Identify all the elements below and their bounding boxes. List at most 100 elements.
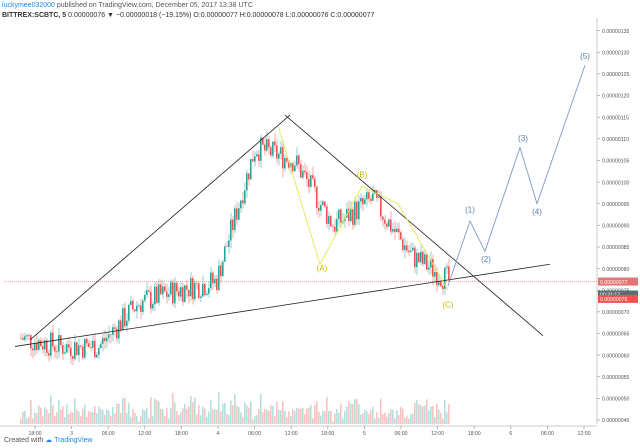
candle-body — [146, 290, 148, 295]
volume-bar — [54, 416, 56, 424]
x-tick-label: 12:00 — [578, 431, 591, 437]
candle-body — [246, 173, 248, 191]
symbol-info: BITTREX:SCBTC, 5 0.00000076 ▼ −0.0000001… — [2, 12, 374, 19]
volume-bar — [210, 400, 212, 424]
y-tick-label: 0.00000115 — [602, 115, 629, 121]
ascending-trendline — [29, 114, 291, 341]
candle-body — [30, 335, 32, 349]
volume-bar — [178, 415, 180, 424]
candle-body — [20, 337, 22, 339]
candle-body — [160, 284, 162, 295]
candle-body — [198, 283, 200, 299]
candle-body — [168, 294, 170, 297]
x-tick-label: 18:00 — [468, 431, 481, 437]
volume-bar — [140, 415, 142, 424]
volume-bar — [78, 411, 80, 424]
candle-body — [52, 332, 54, 347]
candle-body — [292, 163, 294, 172]
candle-body — [442, 286, 444, 289]
candle-body — [436, 271, 438, 286]
volume-bar — [332, 421, 334, 424]
candle-body — [268, 139, 270, 148]
publish-info: luckymee032000 published on TradingView.… — [2, 2, 253, 9]
volume-bar — [388, 413, 390, 424]
candle-body — [294, 165, 296, 172]
volume-bar — [98, 406, 100, 424]
volume-bar — [34, 412, 36, 424]
candle-body — [176, 282, 178, 292]
volume-bar — [92, 412, 94, 424]
candle-body — [304, 170, 306, 173]
volume-bar — [348, 401, 350, 424]
candle-body — [116, 328, 118, 339]
volume-bar — [422, 406, 424, 424]
candle-body — [298, 155, 300, 165]
volume-bar — [24, 411, 26, 424]
candle-body — [414, 247, 416, 268]
candle-body — [234, 208, 236, 230]
y-tick-label: 0.00000095 — [602, 202, 630, 208]
volume-bar — [156, 400, 158, 424]
volume-bar — [134, 412, 136, 424]
volume-bar — [272, 405, 274, 424]
candle-body — [320, 204, 322, 211]
candle-body — [68, 344, 70, 348]
volume-bar — [96, 413, 98, 424]
volume-bar — [330, 410, 332, 424]
volume-bar — [148, 418, 150, 424]
volume-bar — [312, 418, 314, 424]
tradingview-brand[interactable]: TradingView — [54, 437, 93, 444]
x-tick-label: 3 — [70, 431, 73, 437]
candle-body — [138, 305, 140, 307]
candle-body — [180, 287, 182, 297]
volume-bar — [404, 417, 406, 424]
volume-bar — [318, 411, 320, 424]
volume-bar — [190, 396, 192, 424]
candle-body — [210, 272, 212, 289]
volume-bar — [284, 410, 286, 424]
candle-body — [190, 278, 192, 297]
candle-body — [242, 200, 244, 204]
wave-label: (2) — [481, 255, 491, 264]
volume-bar — [434, 416, 436, 424]
candle-body — [444, 267, 446, 289]
candle-body — [332, 226, 334, 227]
volume-bar — [288, 411, 290, 424]
volume-bar — [396, 410, 398, 424]
volume-bar — [380, 398, 382, 424]
volume-bar — [154, 398, 156, 424]
candle-body — [254, 156, 256, 162]
candle-body — [380, 196, 382, 217]
volume-bar — [196, 414, 198, 424]
candle-body — [276, 145, 278, 159]
candle-body — [264, 144, 266, 151]
volume-bar — [206, 416, 208, 424]
volume-bar — [202, 406, 204, 424]
candle-body — [100, 343, 102, 349]
volume-bar — [44, 407, 46, 424]
volume-bar — [36, 413, 38, 424]
volume-bar — [360, 414, 362, 424]
candle-body — [390, 219, 392, 232]
candle-body — [354, 201, 356, 225]
volume-bar — [236, 405, 238, 424]
y-tick-label: 0.00000060 — [602, 353, 630, 359]
candle-body — [378, 196, 380, 198]
candle-body — [90, 347, 92, 348]
candle-body — [312, 175, 314, 179]
candle-body — [362, 197, 364, 205]
volume-bar — [346, 406, 348, 424]
volume-bar — [230, 400, 232, 424]
candle-body — [196, 282, 198, 284]
candle-body — [184, 285, 186, 302]
y-tick-label: 0.00000125 — [602, 72, 630, 78]
candle-body — [356, 201, 358, 220]
author-link[interactable]: luckymee032000 — [2, 2, 55, 9]
candle-body — [72, 356, 74, 359]
volume-bar — [158, 401, 160, 424]
candle-body — [346, 208, 348, 218]
volume-bar — [126, 413, 128, 424]
volume-bar — [382, 414, 384, 424]
volume-bar — [42, 416, 44, 424]
